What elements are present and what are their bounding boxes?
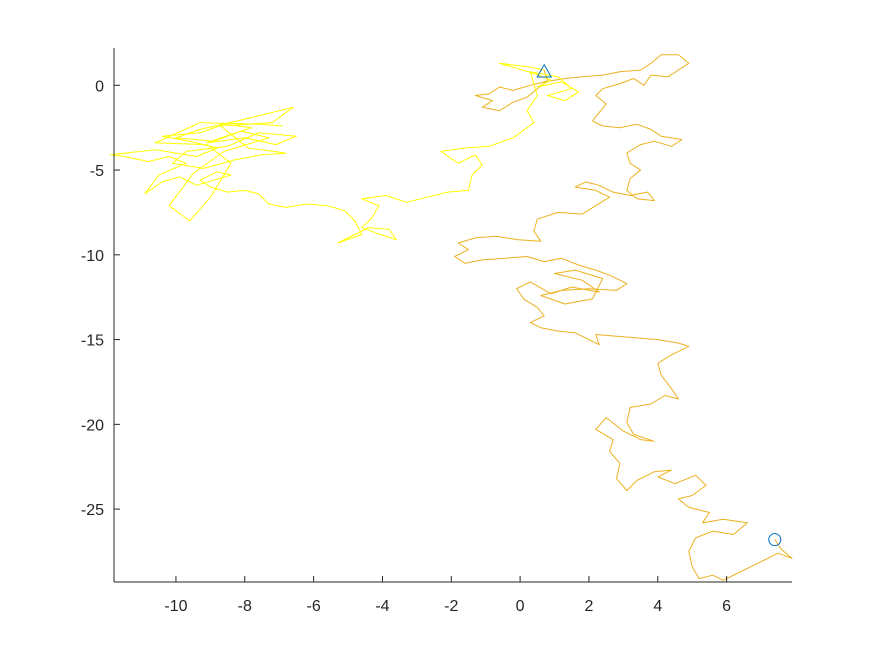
x-tick-label: -6 [306, 598, 320, 615]
end-marker-triangle [536, 63, 553, 78]
y-tick-label: -5 [90, 163, 104, 180]
x-axis-ticks: -10 -8 -6 -4 -2 0 2 4 6 [164, 576, 731, 615]
y-tick-label: -20 [81, 417, 104, 434]
x-tick-label: -4 [375, 598, 389, 615]
x-tick-label: 2 [584, 598, 593, 615]
plot-area [110, 54, 793, 581]
x-tick-label: -2 [444, 598, 458, 615]
y-tick-label: -10 [81, 248, 104, 265]
y-tick-label: 0 [95, 78, 104, 95]
x-tick-label: 0 [516, 598, 525, 615]
series-line-2 [110, 62, 580, 244]
y-tick-label: -15 [81, 333, 104, 350]
x-tick-label: 6 [722, 598, 731, 615]
x-tick-label: -8 [238, 598, 252, 615]
y-axis-ticks: -25 -20 -15 -10 -5 0 [81, 78, 120, 519]
start-marker-circle [768, 533, 782, 547]
series-line-1 [454, 54, 793, 581]
y-tick-label: -25 [81, 502, 104, 519]
x-tick-label: -10 [164, 598, 187, 615]
x-tick-label: 4 [653, 598, 662, 615]
axes: -10 -8 -6 -4 -2 0 2 4 6 -25-20-15-10-50 [81, 48, 792, 615]
